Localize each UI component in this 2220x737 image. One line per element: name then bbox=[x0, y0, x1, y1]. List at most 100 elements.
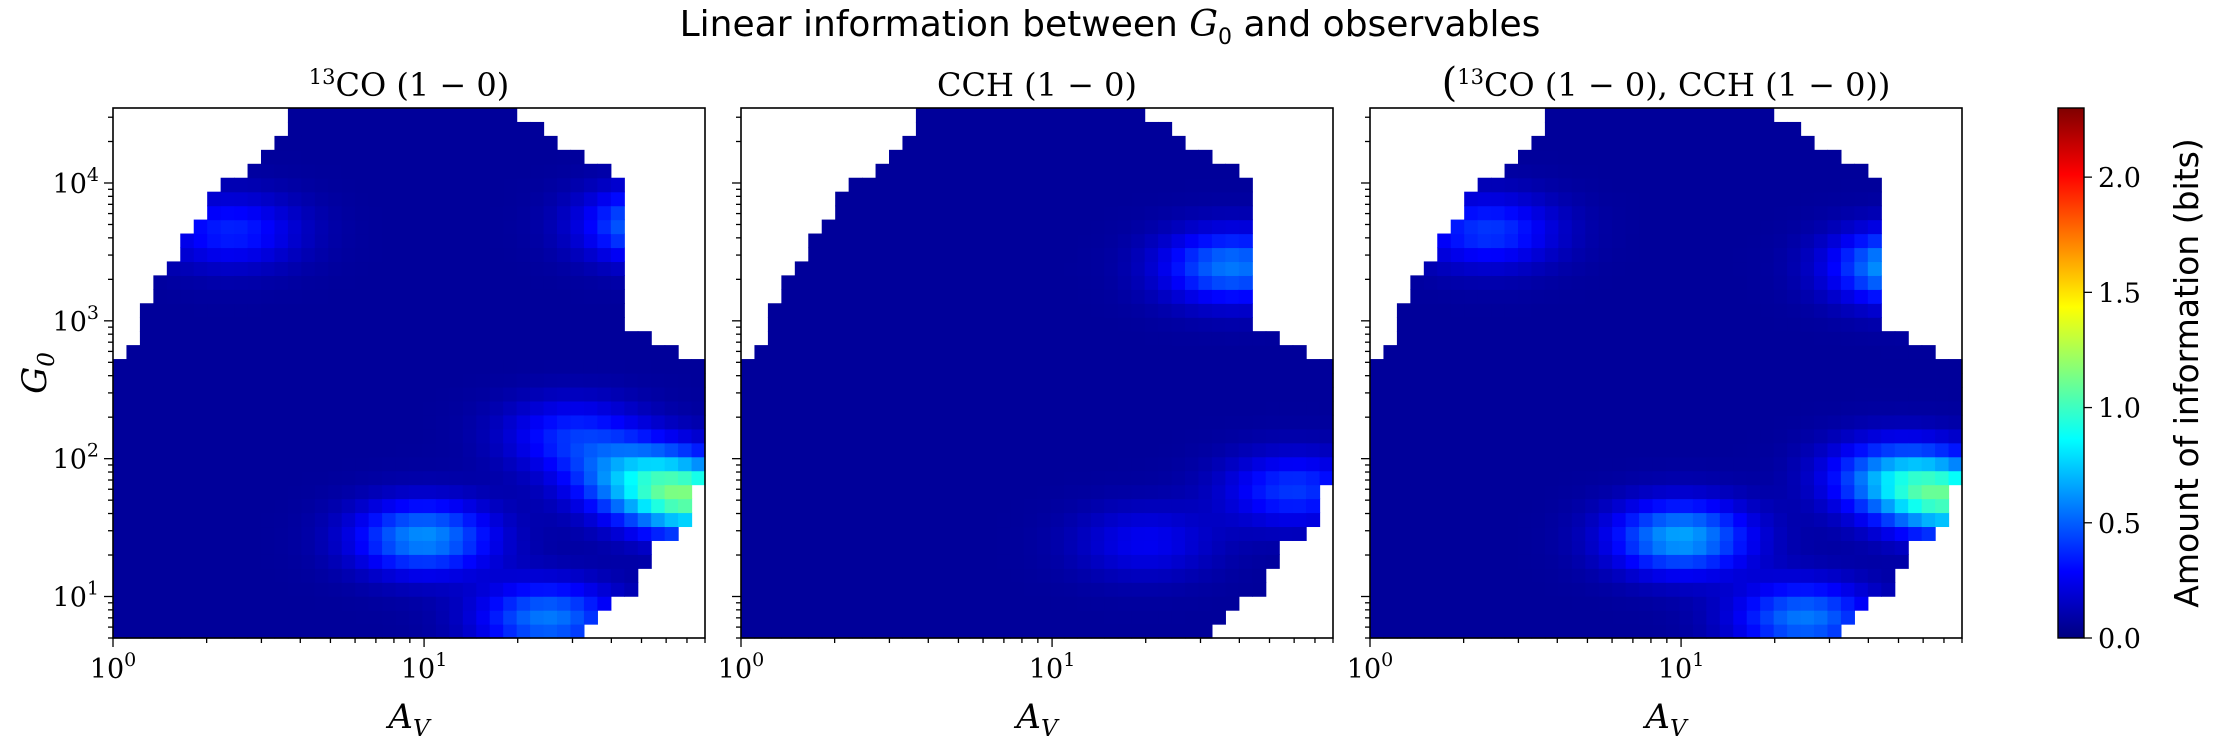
heatmap-cell bbox=[1652, 610, 1667, 625]
heatmap-cell bbox=[862, 386, 877, 402]
heatmap-cell bbox=[1827, 596, 1842, 611]
heatmap-cell bbox=[1464, 247, 1479, 263]
heatmap-cell bbox=[1423, 428, 1438, 444]
heatmap-cell bbox=[355, 624, 370, 639]
heatmap-cell bbox=[1706, 233, 1721, 249]
heatmap-cell bbox=[422, 540, 437, 555]
heatmap-cell bbox=[166, 359, 181, 374]
heatmap-cell bbox=[929, 303, 944, 318]
heatmap-cell bbox=[516, 149, 531, 165]
heatmap-cell bbox=[942, 512, 957, 528]
heatmap-cell bbox=[1800, 526, 1815, 541]
heatmap-cell bbox=[1558, 610, 1573, 625]
heatmap-cell bbox=[530, 386, 545, 402]
heatmap-cell bbox=[1787, 121, 1802, 137]
heatmap-cell bbox=[207, 596, 222, 611]
heatmap-cell bbox=[328, 582, 343, 597]
heatmap-cell bbox=[1185, 275, 1200, 290]
heatmap-cell bbox=[1612, 275, 1627, 290]
heatmap-cell bbox=[637, 526, 652, 541]
heatmap-cell bbox=[207, 386, 222, 402]
heatmap-cell bbox=[1625, 331, 1640, 346]
heatmap-cell bbox=[1185, 526, 1200, 541]
heatmap-cell bbox=[678, 414, 693, 430]
heatmap-cell bbox=[274, 205, 289, 221]
heatmap-cell bbox=[409, 247, 424, 263]
heatmap-cell bbox=[1827, 345, 1842, 360]
heatmap-cell bbox=[1935, 373, 1950, 388]
heatmap-cell bbox=[341, 219, 356, 235]
heatmap-cell bbox=[1652, 191, 1667, 207]
heatmap-cell bbox=[1518, 610, 1533, 625]
heatmap-cell bbox=[1225, 373, 1240, 388]
heatmap-cell bbox=[848, 582, 863, 597]
heatmap-cell bbox=[139, 470, 154, 486]
heatmap-cell bbox=[1719, 163, 1734, 179]
heatmap-cell bbox=[409, 414, 424, 430]
heatmap-cell bbox=[247, 275, 262, 290]
heatmap-cell bbox=[875, 233, 890, 249]
heatmap-cell bbox=[1625, 219, 1640, 235]
heatmap-cell bbox=[1010, 247, 1025, 263]
heatmap-cell bbox=[956, 442, 971, 458]
heatmap-cell bbox=[1292, 386, 1307, 402]
heatmap-cell bbox=[1921, 442, 1936, 458]
heatmap-cell bbox=[301, 400, 316, 416]
heatmap-cell bbox=[543, 373, 558, 388]
heatmap-cell bbox=[808, 540, 823, 555]
heatmap-cell bbox=[1531, 386, 1546, 402]
heatmap-cell bbox=[503, 219, 518, 235]
heatmap-cell bbox=[341, 345, 356, 360]
heatmap-cell bbox=[247, 205, 262, 221]
heatmap-cell bbox=[1679, 135, 1694, 151]
heatmap-cell bbox=[1612, 191, 1627, 207]
heatmap-cell bbox=[1908, 498, 1923, 514]
heatmap-cell bbox=[781, 610, 796, 625]
heatmap-cell bbox=[1948, 373, 1963, 388]
heatmap-cell bbox=[557, 261, 572, 276]
heatmap-cell bbox=[355, 345, 370, 360]
heatmap-cell bbox=[996, 121, 1011, 137]
heatmap-cell bbox=[261, 275, 276, 290]
heatmap-cell bbox=[691, 470, 706, 486]
heatmap-cell bbox=[139, 345, 154, 360]
heatmap-cell bbox=[821, 317, 836, 332]
heatmap-cell bbox=[1279, 386, 1294, 402]
heatmap-cell bbox=[234, 512, 249, 528]
heatmap-cell bbox=[1854, 247, 1869, 263]
heatmap-cell bbox=[1544, 386, 1559, 402]
heatmap-cell bbox=[1504, 526, 1519, 541]
heatmap-cell bbox=[1117, 191, 1132, 207]
heatmap-cell bbox=[848, 345, 863, 360]
heatmap-cell bbox=[435, 526, 450, 541]
heatmap-cell bbox=[1598, 484, 1613, 500]
heatmap-cell bbox=[848, 386, 863, 402]
heatmap-cell bbox=[1827, 442, 1842, 458]
heatmap-cell bbox=[1477, 442, 1492, 458]
heatmap-cell bbox=[489, 540, 504, 555]
heatmap-cell bbox=[153, 442, 168, 458]
heatmap-cell bbox=[220, 289, 235, 304]
heatmap-cell bbox=[489, 582, 504, 597]
heatmap-cell bbox=[1921, 359, 1936, 374]
heatmap-cell bbox=[1464, 596, 1479, 611]
heatmap-cell bbox=[1571, 317, 1586, 332]
heatmap-cell bbox=[503, 400, 518, 416]
heatmap-cell bbox=[1077, 624, 1092, 639]
heatmap-cell bbox=[664, 400, 679, 416]
heatmap-cell bbox=[1171, 568, 1186, 583]
heatmap-cell bbox=[341, 540, 356, 555]
heatmap-cell bbox=[1090, 191, 1105, 207]
heatmap-cell bbox=[220, 386, 235, 402]
heatmap-cell bbox=[889, 261, 904, 276]
heatmap-cell bbox=[1504, 512, 1519, 528]
heatmap-cell bbox=[1639, 303, 1654, 318]
heatmap-cell bbox=[1023, 247, 1038, 263]
heatmap-cell bbox=[1908, 456, 1923, 472]
heatmap-cell bbox=[1198, 233, 1213, 249]
heatmap-cell bbox=[1558, 191, 1573, 207]
heatmap-cell bbox=[368, 414, 383, 430]
heatmap-cell bbox=[449, 331, 464, 346]
heatmap-cell bbox=[1198, 470, 1213, 486]
figure-title-prefix: Linear information between bbox=[679, 4, 1178, 45]
